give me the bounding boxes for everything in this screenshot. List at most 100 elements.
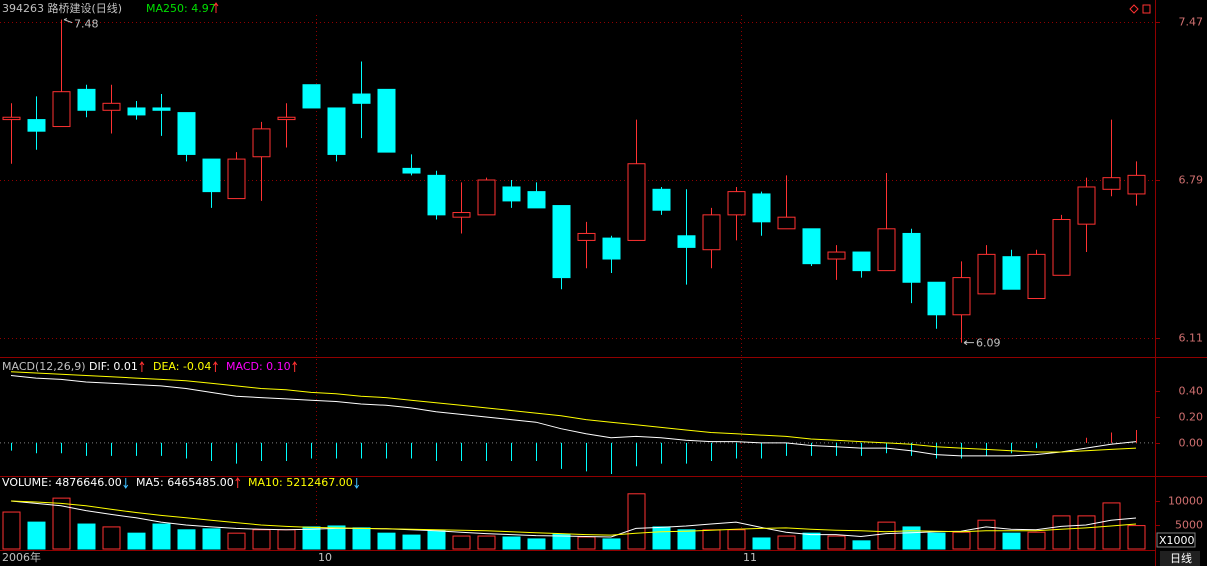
icon[interactable]	[1129, 4, 1139, 14]
y-tick-label: 10000	[1168, 495, 1203, 508]
trend-arrow	[292, 361, 298, 372]
annotation: 7.48	[74, 18, 99, 31]
candle-body	[252, 128, 271, 158]
volume-bar	[402, 534, 421, 550]
macd-title: MACD(12,26,9)	[2, 360, 86, 373]
volume-bar	[852, 540, 871, 550]
candle-body	[377, 88, 396, 153]
candle-body	[1027, 253, 1046, 300]
candle-body	[302, 84, 321, 109]
x-tick-label: 11	[743, 551, 757, 564]
x-tick-label: 10	[318, 551, 332, 564]
trend-arrow	[139, 361, 145, 372]
candle-body	[102, 102, 121, 111]
annotation-arrow	[963, 340, 974, 346]
volume-bar	[1052, 515, 1071, 550]
candle-body	[1077, 186, 1096, 225]
macd-line	[10, 371, 1137, 453]
candle-body	[277, 116, 296, 121]
volume-bar	[52, 497, 71, 550]
y-tick-label: 0.20	[1179, 411, 1204, 424]
candle-body	[977, 253, 996, 295]
volume-bar	[927, 532, 946, 550]
volume-bar	[727, 529, 746, 550]
candle-body	[227, 158, 246, 200]
volume-bar	[702, 529, 721, 550]
volume-bar	[577, 536, 596, 550]
candle-body	[1002, 256, 1021, 290]
trend-arrow	[213, 2, 219, 13]
volume-bar	[777, 535, 796, 550]
candle-body	[577, 232, 596, 241]
candle-body	[402, 167, 421, 174]
trend-arrow	[235, 477, 241, 488]
unit-label: X1000	[1159, 534, 1195, 547]
candle-body	[702, 214, 721, 251]
ma250-label: MA250: 4.97	[146, 2, 216, 15]
candle-body	[602, 237, 621, 260]
candle-body	[452, 212, 471, 218]
annotation-arrow	[63, 18, 73, 24]
volume-bar	[952, 531, 971, 550]
candle-body	[902, 232, 921, 283]
candle-body	[527, 191, 546, 209]
candle-body	[477, 179, 496, 216]
candle-body	[952, 277, 971, 316]
candle-body	[1102, 177, 1121, 190]
volume-bar	[1077, 515, 1096, 550]
volume-bar	[752, 537, 771, 550]
window-icons	[1129, 4, 1151, 14]
candle-body	[427, 174, 446, 216]
volume-bar	[652, 526, 671, 550]
macd-line	[10, 375, 1137, 457]
volume-bar	[27, 521, 46, 550]
volume-bar	[1027, 531, 1046, 550]
volume-bar	[1127, 525, 1146, 550]
candle-body	[27, 119, 46, 132]
trend-arrow	[213, 361, 218, 372]
candle-body	[727, 191, 746, 216]
volume-bar	[477, 535, 496, 550]
candle-body	[827, 251, 846, 260]
volume-bar	[802, 532, 821, 550]
candle-body	[852, 251, 871, 272]
legend-label: MA10: 5212467.00	[248, 476, 353, 489]
volume-bar	[677, 529, 696, 550]
volume-bar	[527, 538, 546, 550]
candle-body	[127, 107, 146, 116]
volume-bar	[202, 528, 221, 550]
y-tick-label: 6.79	[1179, 174, 1204, 187]
candle-body	[202, 158, 221, 193]
annotation: 6.09	[976, 337, 1001, 350]
candle-body	[1052, 219, 1071, 276]
volume-bar	[177, 529, 196, 550]
y-tick-label: 5000	[1175, 519, 1203, 532]
volume-bar	[227, 532, 246, 550]
icon[interactable]	[1142, 4, 1151, 14]
volume-bar	[2, 511, 21, 550]
volume-bar	[877, 521, 896, 550]
trend-arrow	[354, 478, 360, 489]
legend-label: MA5: 6465485.00	[136, 476, 234, 489]
volume-bar	[602, 538, 621, 550]
candle-body	[777, 216, 796, 230]
candle-body	[77, 88, 96, 111]
volume-bar	[302, 526, 321, 550]
volume-bar	[277, 529, 296, 550]
period-label[interactable]: 日线	[1170, 551, 1192, 565]
candle-body	[752, 193, 771, 223]
candle-body	[927, 281, 946, 316]
volume-bar	[452, 535, 471, 550]
candle-body	[677, 235, 696, 248]
volume-bar	[377, 532, 396, 550]
candle-body	[52, 91, 71, 128]
y-tick-label: 0.40	[1179, 385, 1204, 398]
volume-bar	[627, 493, 646, 550]
period-box[interactable]	[1160, 551, 1200, 566]
candle-body	[352, 93, 371, 104]
volume-bar	[152, 523, 171, 550]
y-tick-label: 6.11	[1179, 332, 1204, 345]
